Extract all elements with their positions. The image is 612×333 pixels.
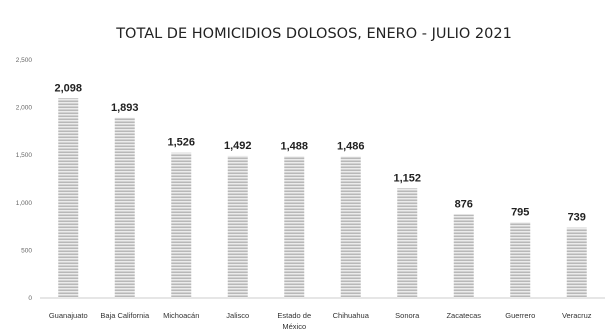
x-tick-label: Baja California: [100, 311, 150, 320]
y-tick-label: 1,500: [16, 152, 33, 159]
x-tick-label: Estado de México: [277, 311, 311, 331]
bars-layer: [58, 98, 587, 298]
x-tick-label: Sonora: [395, 311, 420, 320]
x-tick-label: Guerrero: [505, 311, 535, 320]
data-label: 1,486: [337, 141, 365, 153]
bar-9: [510, 222, 531, 298]
data-label: 1,893: [111, 102, 139, 114]
bar-1: [58, 98, 79, 298]
x-tick-label: Guanajuato: [49, 311, 88, 320]
y-tick-label: 1,000: [16, 200, 33, 207]
x-tick-label: Veracruz: [562, 311, 592, 320]
data-label: 795: [511, 206, 529, 218]
bar-5: [284, 156, 305, 298]
y-tick-label: 500: [21, 247, 32, 254]
bar-6: [340, 156, 361, 298]
y-tick-label: 2,500: [16, 57, 33, 64]
y-tick-label: 2,000: [16, 105, 33, 112]
bar-10: [566, 227, 587, 298]
bar-8: [453, 214, 474, 298]
x-tick-label: Michoacán: [163, 311, 199, 320]
data-label: 1,152: [393, 172, 421, 184]
data-label: 1,526: [167, 137, 195, 149]
chart-title: TOTAL DE HOMICIDIOS DOLOSOS, ENERO - JUL…: [115, 26, 512, 42]
labels-layer: 2,098 Guanajuato 1,893 Baja California 1,526…: [49, 82, 592, 331]
data-label: 2,098: [54, 82, 82, 94]
data-label: 1,488: [280, 140, 308, 152]
bar-7: [397, 188, 418, 298]
bar-3: [171, 152, 192, 298]
x-tick-label: Zacatecas: [446, 311, 481, 320]
x-tick-label: Chihuahua: [333, 311, 370, 320]
data-label: 1,492: [224, 140, 252, 152]
data-label: 876: [455, 199, 473, 211]
bar-4: [227, 155, 248, 298]
data-label: 739: [568, 212, 586, 224]
bar-2: [114, 117, 135, 298]
x-tick-label: Jalisco: [226, 311, 249, 320]
y-tick-label: 0: [28, 295, 32, 302]
